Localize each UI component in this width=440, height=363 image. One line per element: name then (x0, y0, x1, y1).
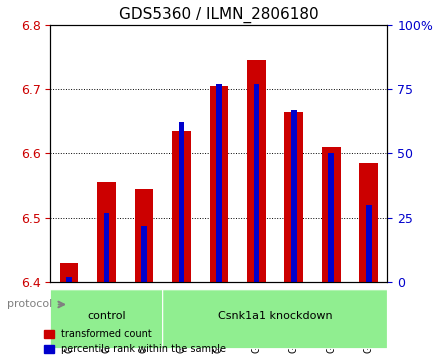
Bar (366, 205, 371, 282)
FancyBboxPatch shape (50, 290, 163, 349)
Bar (291, 110, 297, 282)
Bar (247, 60, 266, 282)
Bar (253, 84, 259, 282)
Bar (179, 122, 184, 282)
Bar (284, 111, 303, 282)
Bar (97, 183, 116, 282)
Bar (60, 263, 78, 282)
Bar (216, 84, 222, 282)
FancyBboxPatch shape (163, 290, 388, 349)
Bar (172, 131, 191, 282)
Legend: transformed count, percentile rank within the sample: transformed count, percentile rank withi… (40, 326, 230, 358)
Bar (135, 189, 153, 282)
Bar (209, 86, 228, 282)
Text: control: control (87, 310, 126, 321)
Bar (104, 213, 109, 282)
Bar (328, 154, 334, 282)
Bar (66, 277, 72, 282)
Bar (359, 163, 378, 282)
Bar (322, 147, 341, 282)
Text: Csnk1a1 knockdown: Csnk1a1 knockdown (218, 310, 332, 321)
Text: protocol: protocol (7, 299, 52, 310)
Title: GDS5360 / ILMN_2806180: GDS5360 / ILMN_2806180 (119, 7, 319, 23)
Bar (141, 226, 147, 282)
